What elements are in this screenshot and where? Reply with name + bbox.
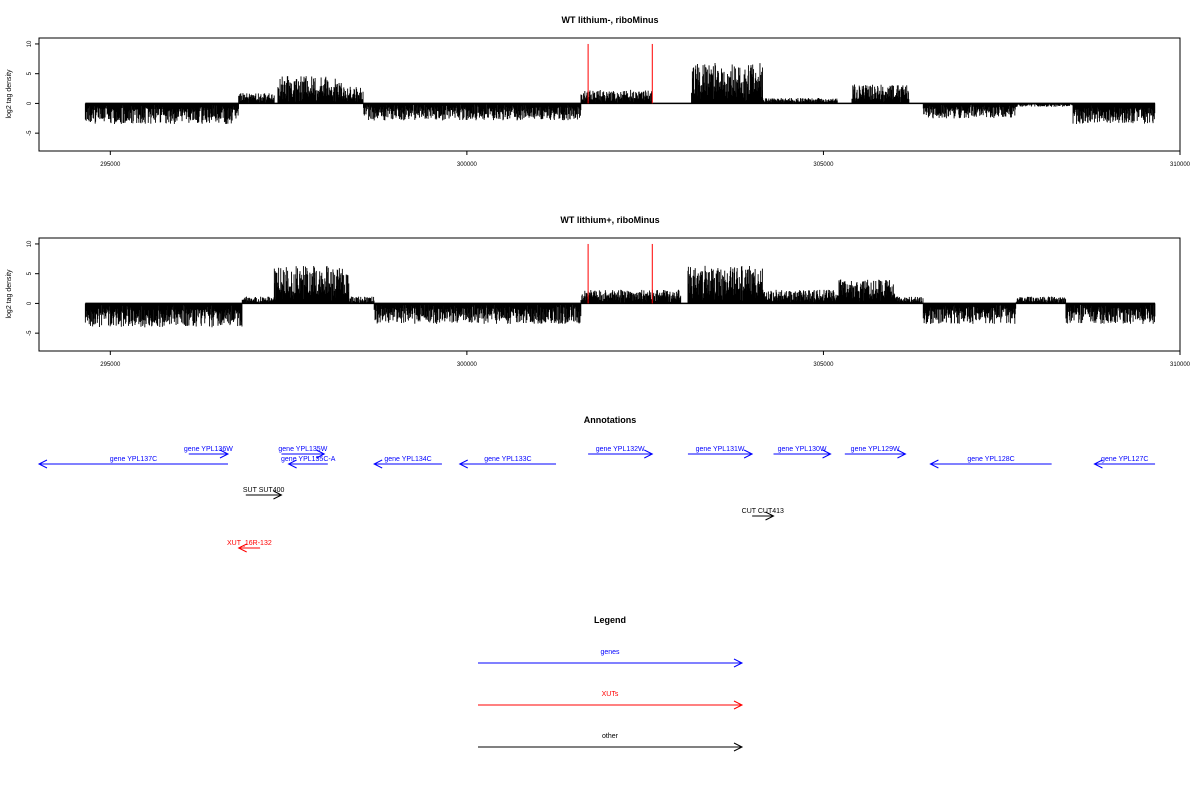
annotation-feature: gene YPL133C (458, 456, 557, 469)
annotation-feature: gene YPL128C (929, 456, 1052, 469)
y-tick-label: 0 (27, 301, 33, 305)
panel-2-plot-frame (38, 237, 1181, 352)
y-tick-label: 5 (27, 71, 33, 75)
feature-label: gene YPL133C (484, 456, 531, 463)
legend-label: genes (600, 649, 620, 656)
y-tick-label: 0 (27, 101, 33, 105)
panel-1-axes: -5 0 5 10 295000 300000 305000 310000 (27, 40, 1191, 168)
annotation-feature: gene YPL135W (278, 446, 328, 459)
panel-2-title: WT lithium+, riboMinus (560, 215, 659, 225)
feature-arrow-head (1093, 459, 1103, 469)
feature-arrow-head (458, 459, 468, 469)
legend-item: XUTs (478, 691, 744, 710)
feature-arrow-head (219, 449, 230, 459)
feature-arrow-head (765, 511, 775, 521)
annotation-feature: gene YPL137C (37, 456, 228, 469)
x-tick-label: 300000 (457, 362, 478, 368)
annotation-feature: gene YPL134C (373, 456, 442, 469)
feature-arrow-head (37, 459, 48, 469)
feature-arrow-head (273, 490, 283, 500)
feature-arrow-head (316, 449, 326, 459)
feature-label: gene YPL128C (967, 456, 1014, 463)
panel-1-signal-bars (84, 43, 1156, 124)
annotation-feature: gene YPL136W (184, 446, 233, 459)
feature-label: gene YPL137C (110, 456, 157, 463)
y-tick-label: -5 (27, 330, 33, 336)
annotation-feature: gene YPL135C-A (281, 456, 336, 469)
feature-arrow-head (929, 459, 939, 469)
panel-lithium-plus: WT lithium+, riboMinus log2 tag density … (6, 215, 1191, 368)
feature-arrow-head (373, 459, 383, 469)
feature-arrow-head (743, 449, 754, 459)
feature-arrow-head (287, 459, 297, 469)
x-tick-label: 305000 (813, 162, 834, 168)
feature-label: gene YPL135W (278, 446, 327, 453)
annotation-feature: gene YPL131W (687, 446, 754, 459)
panel-1-title: WT lithium-, riboMinus (562, 15, 659, 25)
annotation-feature: XUT_16R-132 (227, 540, 272, 553)
feature-label: gene YPL130W (778, 446, 827, 453)
y-tick-label: 5 (27, 271, 33, 275)
feature-label: gene YPL127C (1101, 456, 1148, 463)
legend-title: Legend (594, 615, 626, 625)
annotation-features: gene YPL137C gene YPL136W gene YPL135W gene… (37, 446, 1156, 553)
annotation-feature: gene YPL129W (844, 446, 907, 459)
x-tick-label: 310000 (1170, 162, 1191, 168)
annotation-feature: SUT SUT400 (243, 487, 285, 500)
feature-label: gene YPL132W (596, 446, 645, 453)
feature-arrow-head (644, 449, 654, 459)
legend-label: other (602, 733, 619, 740)
panel-1-y-axis-label: log2 tag density (6, 69, 13, 119)
annotation-feature: CUT CUT413 (742, 508, 784, 521)
feature-label: gene YPL136W (184, 446, 233, 453)
x-tick-label: 295000 (100, 362, 121, 368)
feature-label: CUT CUT413 (742, 508, 784, 515)
panel-2-axes: -5 0 5 10 295000 300000 305000 310000 (27, 240, 1191, 368)
feature-arrow-head (237, 543, 247, 553)
feature-arrow-head (897, 449, 907, 459)
panel-1-plot-frame (38, 37, 1181, 152)
legend-items: genes XUTs other (478, 649, 744, 752)
legend-label: XUTs (602, 691, 619, 698)
feature-label: SUT SUT400 (243, 487, 285, 494)
feature-label: gene YPL135C-A (281, 456, 336, 463)
y-tick-label: 10 (27, 40, 33, 47)
annotation-feature: gene YPL130W (773, 446, 832, 459)
legend-arrow-head (733, 658, 744, 668)
annotation-feature: gene YPL127C (1093, 456, 1156, 469)
feature-label: gene YPL131W (696, 446, 745, 453)
feature-label: XUT_16R-132 (227, 540, 272, 547)
legend: Legend genes XUTs other (478, 615, 744, 752)
panel-2-signal-bars (84, 243, 1156, 328)
y-tick-label: -5 (27, 130, 33, 136)
x-tick-label: 295000 (100, 162, 121, 168)
panel-lithium-minus: WT lithium-, riboMinus log2 tag density … (6, 15, 1191, 168)
y-tick-label: 10 (27, 240, 33, 247)
legend-item: genes (478, 649, 744, 668)
annotation-feature: gene YPL132W (588, 446, 654, 459)
x-tick-label: 310000 (1170, 362, 1191, 368)
feature-arrow-head (822, 449, 832, 459)
x-tick-label: 305000 (813, 362, 834, 368)
legend-arrow-head (733, 700, 744, 710)
legend-item: other (478, 733, 744, 752)
feature-label: gene YPL129W (851, 446, 900, 453)
annotations-title: Annotations (584, 415, 637, 425)
legend-arrow-head (733, 742, 744, 752)
feature-label: gene YPL134C (384, 456, 431, 463)
x-tick-label: 300000 (457, 162, 478, 168)
panel-2-y-axis-label: log2 tag density (6, 269, 13, 319)
